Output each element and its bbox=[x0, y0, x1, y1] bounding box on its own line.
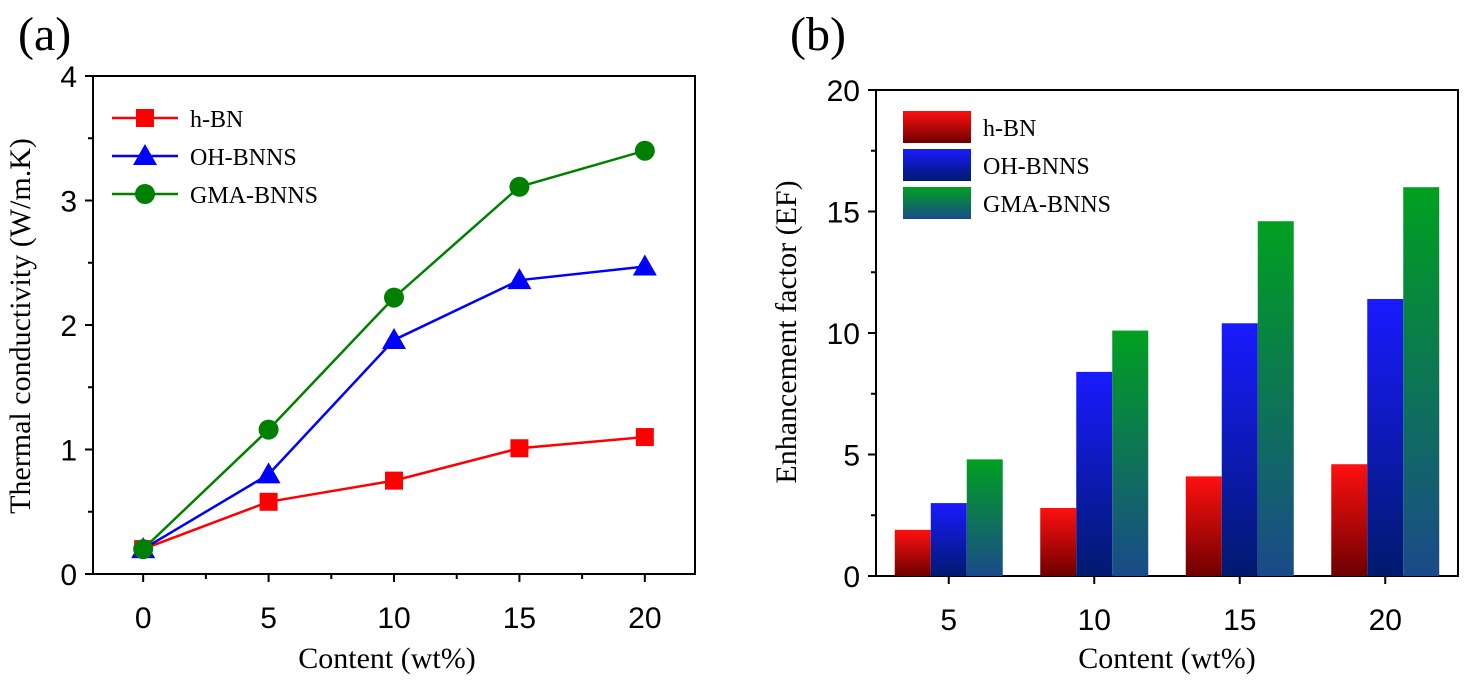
panel-a-y-tick-label: 0 bbox=[60, 559, 77, 592]
panel-a-series bbox=[131, 140, 657, 560]
legend-swatch-oh-bnns bbox=[903, 149, 971, 181]
panel-b-y-tick-label: 10 bbox=[827, 318, 860, 351]
panel-a-plot-frame bbox=[92, 75, 696, 575]
data-point-gma-bnns bbox=[509, 176, 530, 197]
panel-b-label: (b) bbox=[790, 8, 846, 61]
data-point-h-bn bbox=[385, 471, 403, 490]
panel-b-bars bbox=[894, 187, 1440, 576]
data-point-oh-bnns bbox=[632, 254, 657, 276]
panel-b-x-tick-label: 15 bbox=[1223, 604, 1256, 637]
panel-b-y-tick-label: 0 bbox=[843, 561, 860, 594]
bar-gma-bnns-20 bbox=[1403, 187, 1440, 576]
panel-b-x-axis-label: Content (wt%) bbox=[1078, 642, 1255, 675]
bar-oh-bnns-5 bbox=[930, 503, 967, 576]
panel-a-label: (a) bbox=[18, 8, 71, 61]
panel-a-x-axis-label: Content (wt%) bbox=[298, 642, 475, 675]
panel-a-y-tick-label: 1 bbox=[60, 435, 77, 468]
panel-a-ticks: 0 5 10 15 20 0 1 2 3 4 bbox=[60, 61, 661, 635]
bar-gma-bnns-15 bbox=[1257, 221, 1294, 576]
panel-b-x-tick-label: 10 bbox=[1078, 604, 1111, 637]
panel-a-line-chart: (a) 0 5 10 15 20 0 1 2 3 4 h-BN OH-BNNS GMA-BNNS Co… bbox=[4, 8, 696, 675]
data-point-gma-bnns bbox=[258, 419, 279, 440]
legend-marker-gma-bnns bbox=[135, 184, 155, 204]
panel-a-x-tick-label: 15 bbox=[503, 602, 536, 635]
panel-b-x-tick-label: 20 bbox=[1369, 604, 1402, 637]
panel-b-y-axis-label: Enhancement factor (EF) bbox=[770, 180, 803, 483]
bar-h-bn-5 bbox=[894, 529, 931, 576]
data-point-h-bn bbox=[510, 439, 529, 458]
legend-marker-h-bn bbox=[136, 109, 154, 127]
legend-marker-oh-bnns bbox=[133, 144, 157, 165]
panel-a-y-tick-label: 2 bbox=[60, 310, 77, 343]
series-line-oh-bnns bbox=[142, 265, 645, 551]
legend-label-h-bn: h-BN bbox=[983, 116, 1036, 142]
legend-swatch-h-bn bbox=[903, 111, 971, 143]
data-point-gma-bnns bbox=[133, 539, 154, 560]
panel-b-ticks: 5 10 15 20 0 5 10 15 20 bbox=[827, 75, 1402, 637]
panel-a-x-tick-label: 20 bbox=[628, 602, 661, 635]
panel-b-y-tick-label: 20 bbox=[827, 75, 860, 108]
legend-label-gma-bnns: GMA-BNNS bbox=[190, 183, 318, 209]
data-point-h-bn bbox=[635, 428, 654, 447]
panel-b-legend: h-BN OH-BNNS GMA-BNNS bbox=[903, 111, 1111, 219]
bar-oh-bnns-10 bbox=[1076, 371, 1113, 576]
panel-b-y-tick-label: 15 bbox=[827, 197, 860, 230]
data-point-gma-bnns bbox=[384, 287, 404, 308]
data-point-h-bn bbox=[259, 492, 278, 511]
bar-gma-bnns-10 bbox=[1112, 330, 1149, 576]
panel-a-x-tick-label: 5 bbox=[260, 602, 277, 635]
legend-label-oh-bnns: OH-BNNS bbox=[190, 145, 297, 171]
series-line-h-bn bbox=[142, 435, 645, 551]
bar-gma-bnns-5 bbox=[966, 459, 1003, 576]
panel-b-y-tick-label: 5 bbox=[843, 440, 860, 473]
bar-h-bn-15 bbox=[1185, 476, 1222, 576]
legend-swatch-gma-bnns bbox=[903, 187, 971, 219]
data-point-oh-bnns bbox=[507, 268, 532, 290]
panel-a-y-tick-label: 4 bbox=[60, 61, 77, 94]
panel-a-x-tick-label: 10 bbox=[377, 602, 410, 635]
legend-label-gma-bnns: GMA-BNNS bbox=[983, 192, 1111, 218]
bar-oh-bnns-15 bbox=[1221, 323, 1258, 576]
panel-a-y-axis-label: Thermal conductivity (W/m.K) bbox=[4, 138, 37, 514]
legend-label-h-bn: h-BN bbox=[190, 107, 243, 133]
bar-h-bn-10 bbox=[1040, 507, 1077, 576]
bar-h-bn-20 bbox=[1331, 464, 1368, 576]
bar-oh-bnns-20 bbox=[1367, 298, 1404, 576]
panel-a-y-tick-label: 3 bbox=[60, 186, 77, 219]
legend-label-oh-bnns: OH-BNNS bbox=[983, 154, 1090, 180]
data-point-oh-bnns bbox=[382, 327, 406, 349]
panel-b-x-tick-label: 5 bbox=[940, 604, 957, 637]
data-point-oh-bnns bbox=[256, 462, 281, 484]
panel-a-x-tick-label: 0 bbox=[135, 602, 152, 635]
panel-a-axes bbox=[92, 75, 696, 575]
data-point-gma-bnns bbox=[634, 140, 655, 161]
panel-a-legend: h-BN OH-BNNS GMA-BNNS bbox=[112, 107, 318, 209]
